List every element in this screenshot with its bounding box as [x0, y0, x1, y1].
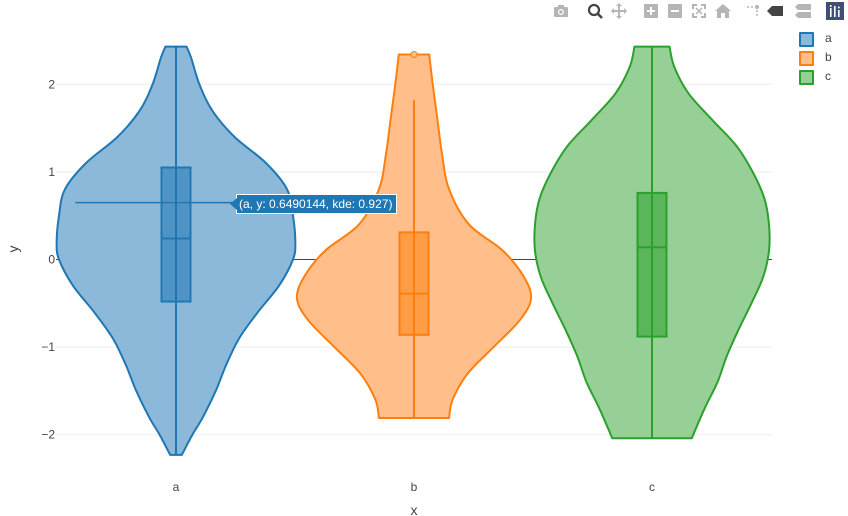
- pan-icon[interactable]: [610, 2, 628, 20]
- zoom-in-icon[interactable]: [642, 2, 660, 20]
- violin-box: [160, 166, 192, 303]
- legend-label: a: [825, 31, 832, 45]
- camera-icon[interactable]: [552, 2, 570, 20]
- hover-tooltip-text: (a, y: 0.6490144, kde: 0.927): [239, 197, 393, 211]
- x-tick-label: c: [649, 480, 655, 494]
- modebar-toolbar: [552, 2, 848, 22]
- legend-item-c[interactable]: c: [798, 68, 846, 87]
- autoscale-icon[interactable]: [690, 2, 708, 20]
- y-tick-label: −2: [41, 428, 55, 442]
- zoom-out-icon[interactable]: [666, 2, 684, 20]
- x-tick-label: b: [411, 480, 418, 494]
- violin-a: [55, 45, 297, 456]
- violin-outlier-point: [410, 51, 418, 59]
- y-axis-title: y: [5, 246, 21, 253]
- plotly-logo-icon[interactable]: [826, 2, 844, 20]
- legend-item-a[interactable]: a: [798, 30, 846, 49]
- zoom-icon[interactable]: [586, 2, 604, 20]
- y-axis-ticks: −2 −1 0 1 2: [41, 77, 55, 441]
- legend-swatch: [799, 70, 814, 85]
- spike-lines-icon[interactable]: [744, 2, 762, 20]
- x-axis-ticks: a b c: [173, 480, 655, 494]
- violin-box: [398, 231, 430, 336]
- x-axis-title: x: [411, 502, 418, 516]
- y-tick-label: 1: [48, 165, 55, 179]
- y-tick-label: 0: [48, 253, 55, 267]
- y-tick-label: −1: [41, 340, 55, 354]
- legend-label: b: [825, 50, 832, 64]
- legend-swatch: [799, 51, 814, 66]
- violin-traces: [55, 45, 771, 456]
- home-icon[interactable]: [714, 2, 732, 20]
- violin-box: [636, 191, 668, 338]
- hover-closest-icon[interactable]: [766, 2, 784, 20]
- violin-c: [533, 45, 771, 440]
- hover-compare-icon[interactable]: [794, 2, 812, 20]
- legend-item-b[interactable]: b: [798, 49, 846, 68]
- legend-swatch: [799, 32, 814, 47]
- y-tick-label: 2: [48, 77, 55, 91]
- hover-tooltip: (a, y: 0.6490144, kde: 0.927): [229, 194, 398, 214]
- x-tick-label: a: [173, 480, 180, 494]
- violin-b: [295, 51, 533, 420]
- legend-label: c: [825, 69, 831, 83]
